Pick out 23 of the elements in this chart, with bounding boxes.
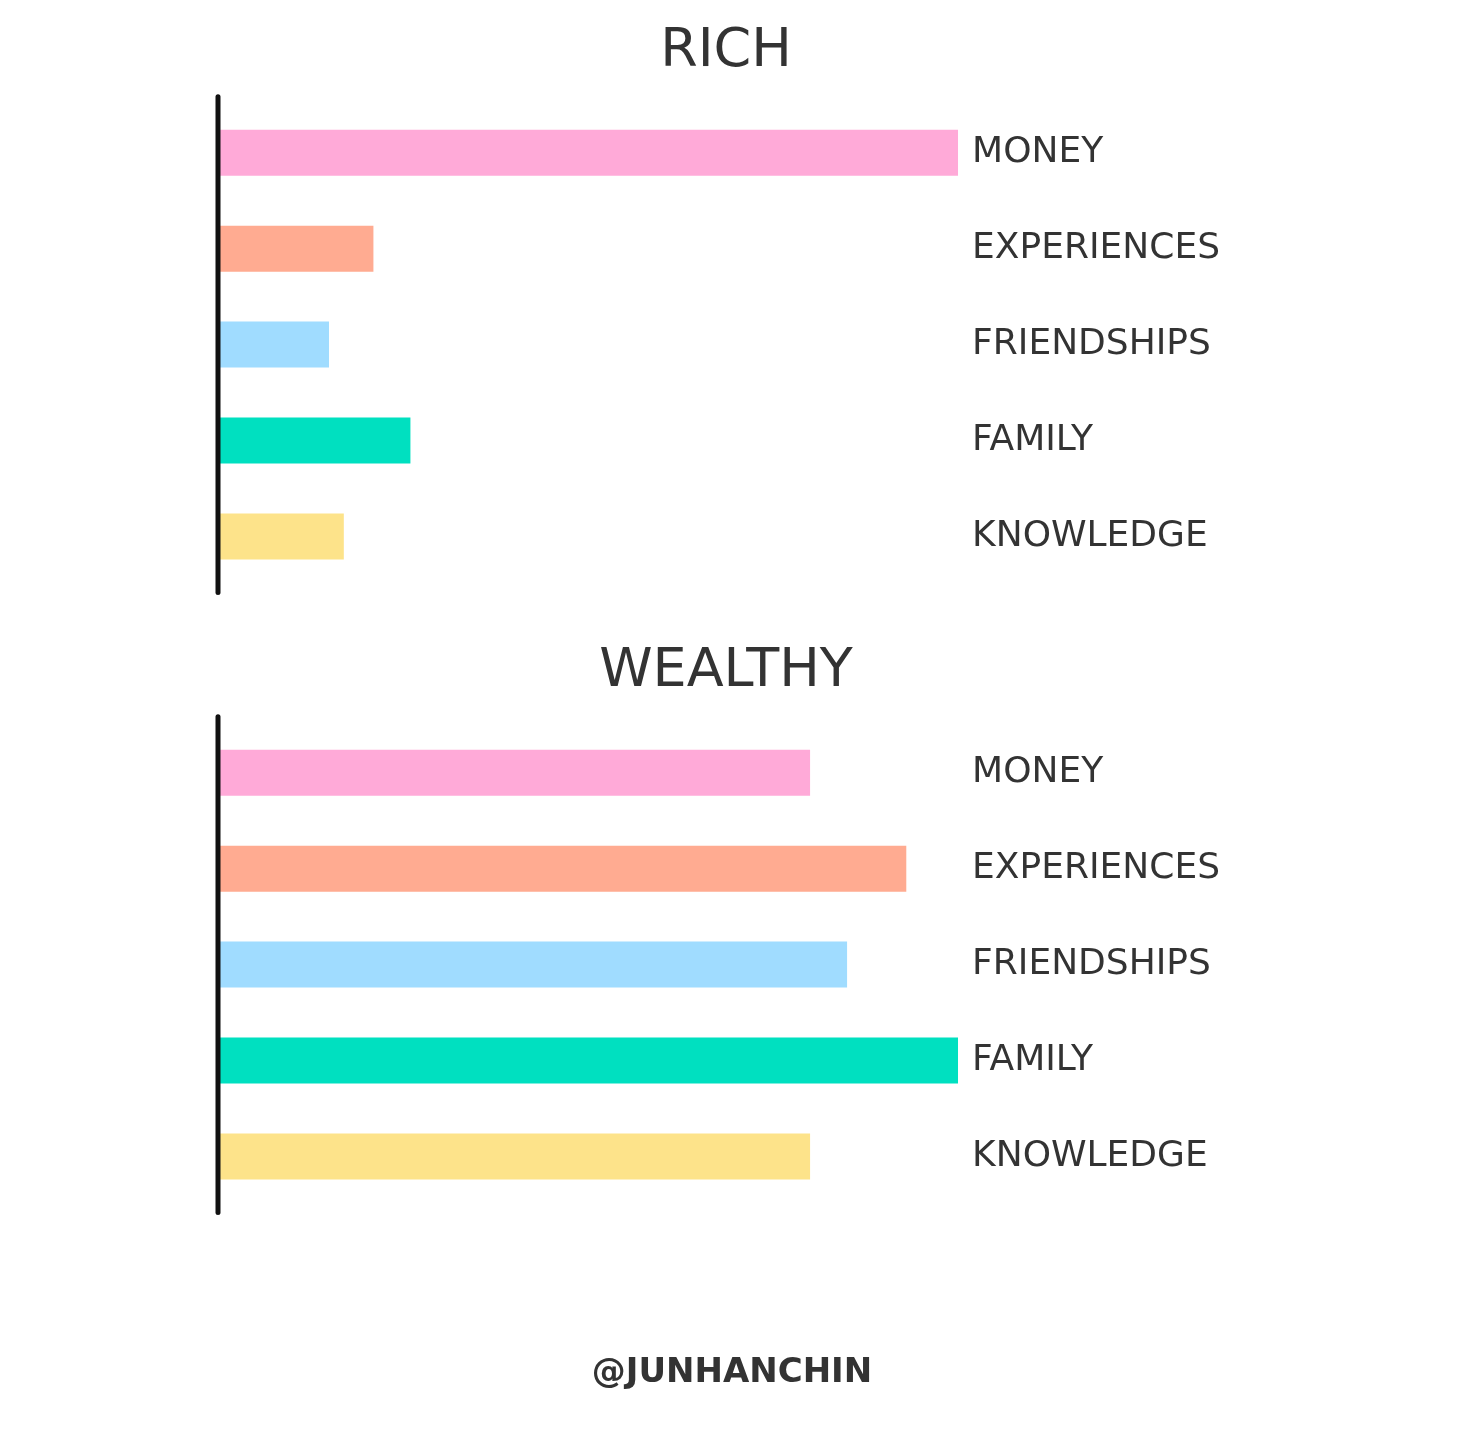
- y-tick-label: EXPERIENCES: [972, 845, 1220, 887]
- y-tick-label: MONEY: [972, 749, 1105, 791]
- bar: [218, 417, 411, 464]
- bar: [218, 513, 344, 560]
- bar: [218, 845, 907, 892]
- y-tick-label: FAMILY: [972, 1036, 1095, 1078]
- y-tick-label: EXPERIENCES: [972, 225, 1220, 267]
- text: @JUNHANCHIN: [590, 1350, 874, 1390]
- y-tick-label: FAMILY: [972, 416, 1095, 458]
- bar: [218, 1037, 959, 1084]
- bar: [218, 1133, 811, 1180]
- chart-title: WEALTHY: [599, 636, 854, 700]
- bar: [218, 129, 959, 176]
- bar: [218, 749, 811, 796]
- chart-title: RICH: [660, 16, 792, 80]
- bar: [218, 941, 848, 988]
- bar: [218, 321, 330, 368]
- bar: [218, 225, 374, 272]
- y-tick-label: FRIENDSHIPS: [972, 940, 1211, 982]
- y-tick-label: MONEY: [972, 129, 1105, 171]
- y-tick-label: KNOWLEDGE: [972, 1132, 1208, 1174]
- y-tick-label: FRIENDSHIPS: [972, 320, 1211, 362]
- y-tick-label: KNOWLEDGE: [972, 512, 1208, 554]
